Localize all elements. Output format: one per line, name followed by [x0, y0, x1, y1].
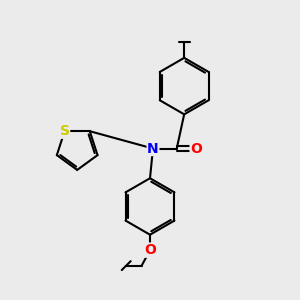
Text: S: S [60, 124, 70, 138]
Text: N: N [147, 142, 159, 155]
Text: O: O [144, 243, 156, 257]
Text: O: O [190, 142, 202, 155]
